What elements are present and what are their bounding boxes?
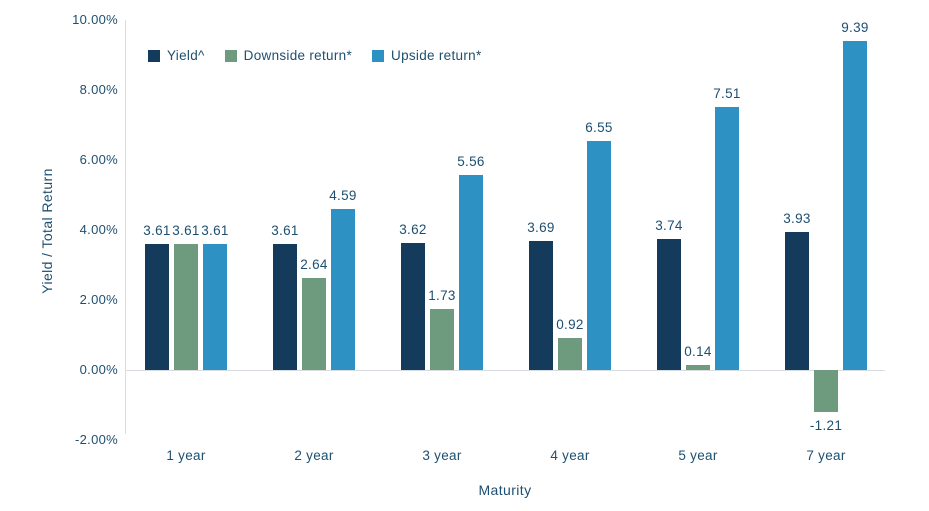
bar-value-label: 4.59 — [329, 188, 357, 204]
bar-value-label: 3.61 — [201, 222, 229, 238]
bar — [587, 140, 611, 370]
bar — [785, 232, 809, 370]
bar-value-label: 1.73 — [428, 288, 456, 304]
bar-value-label: 3.61 — [271, 222, 299, 238]
bar — [174, 243, 198, 370]
y-tick-label: 6.00% — [79, 152, 118, 167]
bar-value-label: 5.56 — [457, 154, 485, 170]
bar — [145, 243, 169, 370]
legend-label-downside-return: Downside return* — [243, 48, 353, 63]
bar-value-label: 6.55 — [585, 119, 613, 135]
bar — [558, 337, 582, 370]
bar — [302, 277, 326, 370]
x-axis-title: Maturity — [478, 482, 532, 498]
x-tick-label: 1 year — [166, 448, 206, 463]
legend: Yield^ Downside return* Upside return* — [148, 48, 482, 63]
bar — [715, 107, 739, 370]
bar-value-label: -1.21 — [809, 418, 843, 434]
y-tick-label: -2.00% — [75, 432, 118, 447]
bar-value-label: 9.39 — [841, 20, 869, 36]
y-tick-label: 10.00% — [72, 12, 118, 27]
y-tick-label: 4.00% — [79, 222, 118, 237]
legend-label-upside-return: Upside return* — [391, 48, 482, 63]
bar — [430, 309, 454, 370]
bar-value-label: 3.69 — [527, 219, 555, 235]
x-tick-label: 5 year — [678, 448, 718, 463]
y-tick-label: 8.00% — [79, 82, 118, 97]
bar-value-label: 3.61 — [172, 222, 200, 238]
legend-swatch-yield — [148, 49, 160, 62]
bar — [529, 240, 553, 370]
bar — [814, 370, 838, 413]
x-tick-label: 2 year — [294, 448, 334, 463]
legend-item-yield: Yield^ — [148, 48, 205, 63]
bar — [843, 41, 867, 370]
legend-label-yield: Yield^ — [167, 48, 205, 63]
bar — [331, 209, 355, 370]
y-tick-label: 2.00% — [79, 292, 118, 307]
bar-value-label: 7.51 — [713, 86, 741, 102]
bar-value-label: 2.64 — [300, 256, 328, 272]
x-tick-label: 3 year — [422, 448, 462, 463]
bar — [273, 243, 297, 370]
bar-value-label: 3.61 — [143, 222, 171, 238]
x-tick-label: 7 year — [806, 448, 846, 463]
zero-baseline — [125, 370, 885, 371]
bar — [401, 243, 425, 370]
bar-value-label: 3.62 — [399, 222, 427, 238]
legend-item-upside-return: Upside return* — [372, 48, 482, 63]
y-axis-line — [125, 20, 126, 434]
legend-item-downside-return: Downside return* — [224, 48, 353, 63]
bar — [459, 175, 483, 370]
x-tick-label: 4 year — [550, 448, 590, 463]
bar-value-label: 3.74 — [655, 218, 683, 234]
bar — [203, 243, 227, 370]
legend-swatch-downside-return — [224, 49, 237, 62]
bar-value-label: 0.92 — [556, 316, 584, 332]
bar — [686, 365, 710, 370]
bar-value-label: 0.14 — [684, 344, 712, 360]
bar-value-label: 3.93 — [783, 211, 811, 227]
bar — [657, 239, 681, 370]
legend-swatch-upside-return — [372, 49, 385, 62]
y-tick-label: 0.00% — [79, 362, 118, 377]
